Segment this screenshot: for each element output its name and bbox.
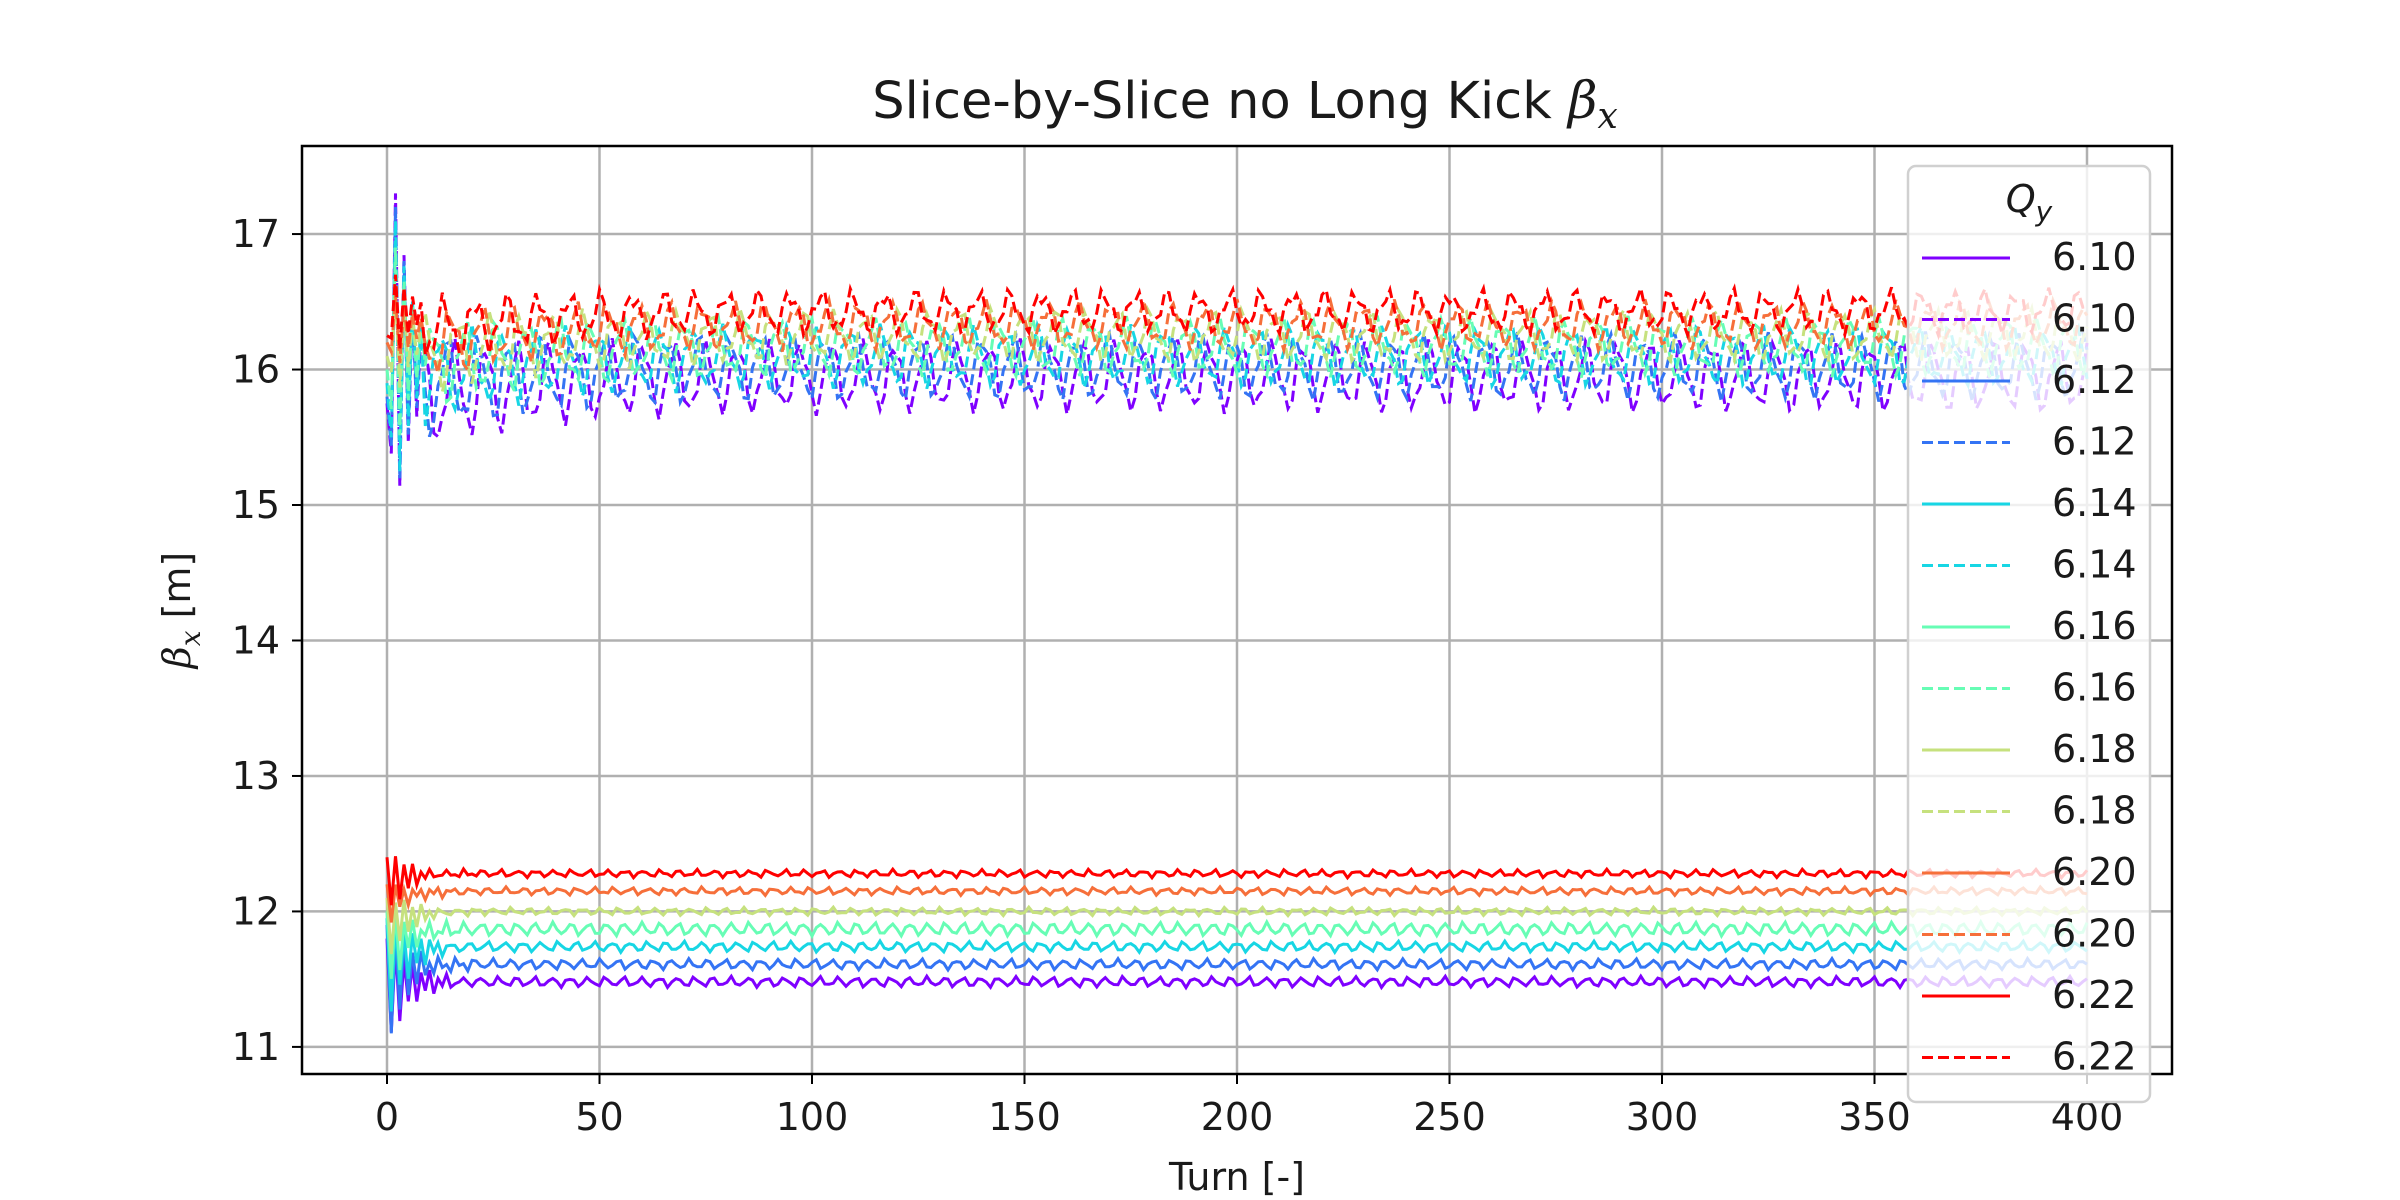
x-tick-label: 350 [1838, 1095, 1911, 1139]
y-tick-label: 14 [232, 618, 280, 662]
series-line-6-10-solid [385, 938, 2088, 1033]
x-tick-label: 300 [1626, 1095, 1699, 1139]
series-line-6-18-solid [385, 897, 2089, 955]
legend-item: 6.22 [1922, 1035, 2137, 1079]
chart-title: Slice-by-Slice no Long Kick βx [872, 72, 1618, 137]
legend-item: 6.14 [1922, 543, 2137, 587]
series-line-6-22-solid [385, 856, 2089, 906]
x-tick-label: 200 [1201, 1095, 1274, 1139]
legend-title: Qy [2006, 177, 2053, 228]
x-tick-label: 250 [1413, 1095, 1486, 1139]
legend-label: 6.14 [2052, 543, 2137, 587]
x-tick-label: 100 [776, 1095, 849, 1139]
series-line-6-22-dashed [386, 274, 2088, 356]
legend: Qy 6.106.106.126.126.146.146.166.166.186… [1906, 164, 2152, 1104]
legend-item: 6.18 [1922, 727, 2137, 771]
legend-item: 6.14 [1922, 481, 2137, 525]
y-tick-label: 12 [232, 889, 280, 933]
series-line-6-18-dashed [385, 288, 2089, 393]
series-line-6-12-solid [385, 924, 2088, 1034]
legend-label: 6.12 [2052, 358, 2137, 402]
x-tick-label: 50 [575, 1095, 623, 1139]
y-axis: 11 12 13 14 15 16 17 [232, 212, 302, 1069]
legend-label: 6.20 [2052, 850, 2137, 894]
legend-label: 6.14 [2052, 481, 2137, 525]
series-line-6-16-dashed [385, 247, 2089, 436]
y-tick-label: 11 [232, 1025, 280, 1069]
legend-label: 6.12 [2052, 420, 2137, 464]
legend-label: 6.18 [2052, 789, 2137, 833]
y-axis-label: βx [m] [155, 552, 207, 671]
x-axis-label: Turn [-] [1168, 1155, 1305, 1199]
legend-item: 6.10 [1922, 297, 2137, 341]
series-line-6-14-dashed [385, 220, 2089, 472]
y-tick-label: 17 [232, 212, 280, 256]
legend-items: 6.10 6.10 6.12 6.12 6.14 6.14 6.16 6.16 6.18 6.18… [1922, 235, 2137, 1079]
series-layer [385, 193, 2089, 1034]
legend-item: 6.12 [1922, 420, 2137, 464]
legend-label: 6.18 [2052, 727, 2137, 771]
legend-item: 6.10 [1922, 235, 2137, 279]
legend-item: 6.20 [1922, 912, 2137, 956]
legend-label: 6.10 [2052, 297, 2137, 341]
legend-label: 6.20 [2052, 912, 2137, 956]
series-line-6-16-solid [385, 910, 2089, 979]
legend-item: 6.22 [1922, 973, 2137, 1017]
plot-area [300, 144, 2174, 1076]
legend-label: 6.10 [2052, 235, 2137, 279]
legend-item: 6.16 [1922, 666, 2137, 710]
legend-label: 6.16 [2052, 666, 2137, 710]
y-tick-label: 15 [232, 483, 280, 527]
series-line-6-20-solid [385, 883, 2088, 923]
legend-item: 6.16 [1922, 604, 2137, 648]
x-tick-label: 150 [988, 1095, 1061, 1139]
y-tick-label: 13 [232, 754, 280, 798]
series-line-6-14-solid [385, 918, 2088, 1012]
legend-label: 6.22 [2052, 973, 2137, 1017]
legend-label: 6.16 [2052, 604, 2137, 648]
legend-item: 6.18 [1922, 789, 2137, 833]
x-tick-label: 0 [375, 1095, 399, 1139]
legend-item: 6.12 [1922, 358, 2137, 402]
legend-item: 6.20 [1922, 850, 2137, 894]
legend-label: 6.22 [2052, 1035, 2137, 1079]
legend-box [1906, 164, 2152, 1104]
y-tick-label: 16 [232, 348, 280, 392]
